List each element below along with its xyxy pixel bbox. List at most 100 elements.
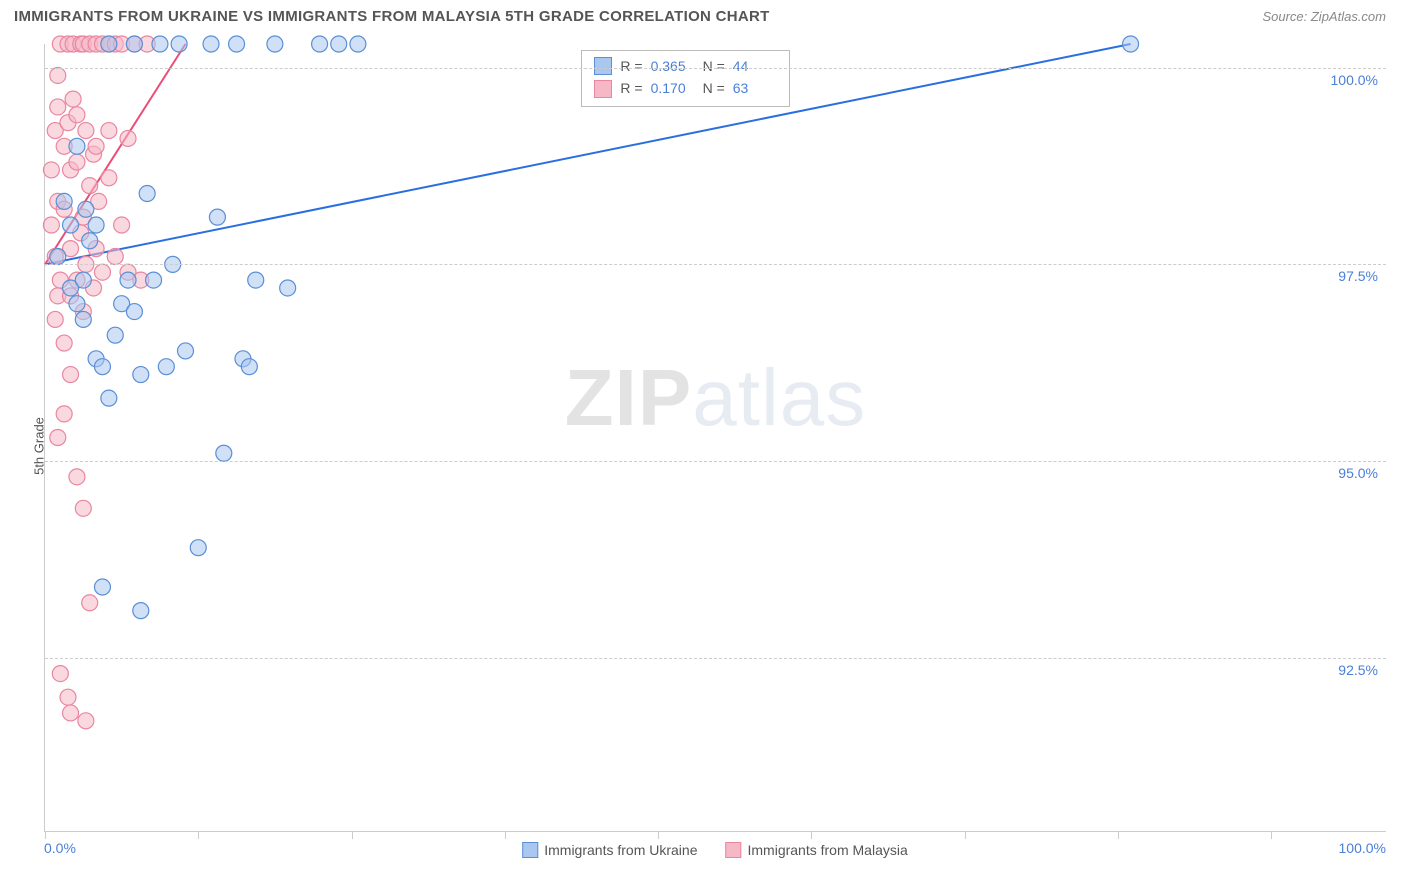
scatter-point [94,579,110,595]
scatter-point [63,705,79,721]
scatter-point [78,123,94,139]
scatter-point [120,130,136,146]
scatter-point [126,36,142,52]
scatter-point [78,201,94,217]
scatter-point [158,359,174,375]
legend-swatch-ukraine [522,842,538,858]
gridline [45,68,1386,69]
scatter-point [43,217,59,233]
x-axis-area: 0.0% 100.0% Immigrants from Ukraine Immi… [44,834,1386,878]
stat-n-label: N = [703,55,725,77]
legend-swatch-malaysia [726,842,742,858]
x-axis-min-label: 0.0% [44,840,76,856]
scatter-point [312,36,328,52]
legend-label-malaysia: Immigrants from Malaysia [748,842,908,858]
source-credit: Source: ZipAtlas.com [1262,9,1386,24]
scatter-point [69,154,85,170]
scatter-point [50,67,66,83]
scatter-point [267,36,283,52]
stats-legend-box: R = 0.365 N = 44 R = 0.170 N = 63 [581,50,789,107]
swatch-ukraine [594,57,612,75]
scatter-point [190,540,206,556]
scatter-point [47,311,63,327]
scatter-point [248,272,264,288]
scatter-point [43,162,59,178]
scatter-point [101,170,117,186]
source-prefix: Source: [1262,9,1310,24]
scatter-point [82,178,98,194]
scatter-point [101,390,117,406]
scatter-point [75,311,91,327]
stat-r-ukraine: 0.365 [651,55,695,77]
chart-plot-area: ZIPatlas R = 0.365 N = 44 R = 0.170 N = … [44,44,1386,832]
scatter-point [114,217,130,233]
scatter-point [241,359,257,375]
scatter-point [94,359,110,375]
stats-row-malaysia: R = 0.170 N = 63 [594,77,776,99]
scatter-point [52,666,68,682]
legend-label-ukraine: Immigrants from Ukraine [544,842,697,858]
scatter-point [107,248,123,264]
legend-item-ukraine: Immigrants from Ukraine [522,842,697,858]
scatter-point [126,304,142,320]
stats-row-ukraine: R = 0.365 N = 44 [594,55,776,77]
scatter-point [133,367,149,383]
scatter-point [152,36,168,52]
scatter-point [50,430,66,446]
swatch-malaysia [594,80,612,98]
source-name: ZipAtlas.com [1311,9,1386,24]
stat-r-label: R = [620,55,642,77]
scatter-point [69,469,85,485]
scatter-point [88,138,104,154]
scatter-point [60,689,76,705]
y-tick-label: 95.0% [1338,465,1378,481]
y-tick-label: 100.0% [1331,72,1378,88]
scatter-point [63,367,79,383]
scatter-point [69,107,85,123]
scatter-point [69,138,85,154]
scatter-point [56,335,72,351]
scatter-point [50,248,66,264]
scatter-point [171,36,187,52]
scatter-point [350,36,366,52]
scatter-point [56,406,72,422]
scatter-point [120,272,136,288]
scatter-point [63,217,79,233]
scatter-point [209,209,225,225]
scatter-point [94,264,110,280]
stat-n-ukraine: 44 [733,55,777,77]
scatter-point [82,595,98,611]
chart-title: IMMIGRANTS FROM UKRAINE VS IMMIGRANTS FR… [14,8,770,25]
scatter-point [75,500,91,516]
stat-n-malaysia: 63 [733,77,777,99]
scatter-point [177,343,193,359]
scatter-point [50,99,66,115]
y-tick-label: 97.5% [1338,268,1378,284]
scatter-point [65,91,81,107]
x-axis-max-label: 100.0% [1339,840,1386,856]
scatter-point [139,186,155,202]
scatter-point [146,272,162,288]
stat-r-label: R = [620,77,642,99]
stat-r-malaysia: 0.170 [651,77,695,99]
scatter-point [69,296,85,312]
scatter-point [101,36,117,52]
scatter-point [56,193,72,209]
gridline [45,658,1386,659]
scatter-point [78,713,94,729]
scatter-svg [45,44,1386,831]
scatter-point [133,603,149,619]
scatter-point [216,445,232,461]
scatter-point [280,280,296,296]
scatter-point [1123,36,1139,52]
series-legend: Immigrants from Ukraine Immigrants from … [522,842,908,858]
scatter-point [107,327,123,343]
scatter-point [229,36,245,52]
scatter-point [75,272,91,288]
scatter-point [82,233,98,249]
stat-n-label: N = [703,77,725,99]
scatter-point [101,123,117,139]
header-row: IMMIGRANTS FROM UKRAINE VS IMMIGRANTS FR… [0,0,1406,29]
gridline [45,461,1386,462]
scatter-point [203,36,219,52]
